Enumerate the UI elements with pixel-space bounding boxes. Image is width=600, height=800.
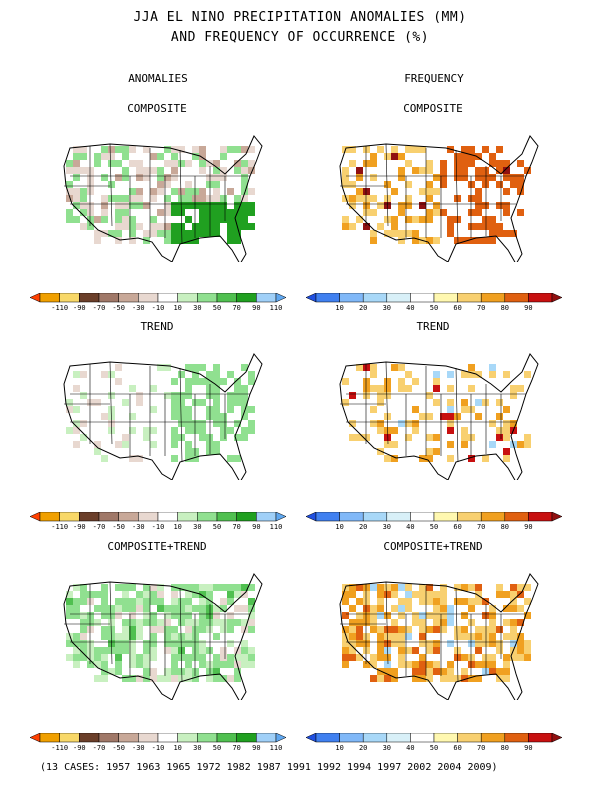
colorbar-tick-label: 90 (524, 523, 533, 531)
panel-freq-trend: TREND (318, 320, 548, 480)
colorbar-tick-label: 50 (429, 744, 439, 752)
colorbar-tick-label: -90 (73, 744, 86, 752)
colorbar-tick-label: 110 (269, 523, 283, 531)
anomaly-colorbar: -110 -90 -70 -50 -30 -10 10 30 50 70 90 110 (30, 293, 286, 317)
colorbar-tick-label: -30 (132, 523, 145, 531)
anomaly-colorbar: -110 -90 -70 -50 -30 -10 10 30 50 70 90 110 (30, 512, 286, 536)
anomaly-colorbar: -110 -90 -70 -50 -30 -10 10 30 50 70 90 110 (30, 733, 286, 757)
colorbar-tick-label: -50 (112, 744, 125, 752)
colorbar-tick-label: 10 (335, 523, 344, 531)
colorbar-tick-label: -30 (132, 304, 145, 312)
colorbar-tick-label: 70 (476, 744, 486, 752)
panel-anom-trend: TREND (42, 320, 272, 480)
colorbar-tick-label: 50 (429, 304, 439, 312)
colorbar-tick-label: 10 (173, 523, 182, 531)
us-map (63, 135, 263, 262)
colorbar-tick-label: 60 (453, 304, 462, 312)
colorbar-tick-label: 30 (382, 744, 392, 752)
us-map (63, 573, 263, 700)
title-line-1: JJA EL NINO PRECIPITATION ANOMALIES (MM) (133, 10, 467, 25)
colorbar-tick-label: 40 (406, 744, 415, 752)
colorbar-tick-label: 50 (212, 523, 222, 531)
colorbar-tick-label: 20 (358, 523, 368, 531)
colorbar-tick-label: 30 (193, 523, 202, 531)
panel-anom-composite-trend: COMPOSITE+TREND (42, 540, 272, 700)
panel-freq-composite: COMPOSITE (318, 102, 548, 262)
colorbar-tick-label: -90 (73, 523, 86, 531)
colorbar-tick-label: -10 (151, 744, 165, 752)
colorbar-tick-label: 50 (429, 523, 439, 531)
colorbar-tick-label: -10 (151, 304, 165, 312)
frequency-colorbar: 10 20 30 40 50 60 70 80 90 (306, 512, 562, 536)
colorbar-tick-label: 90 (252, 744, 261, 752)
colorbar-tick-label: -10 (151, 523, 165, 531)
colorbar-tick-label: -50 (112, 523, 125, 531)
panel-label: COMPOSITE+TREND (381, 540, 485, 553)
colorbar-tick-label: 50 (212, 304, 222, 312)
colorbar-tick-label: 40 (406, 304, 415, 312)
colorbar-tick-label: 80 (500, 744, 510, 752)
colorbar-tick-label: 10 (173, 304, 182, 312)
colorbar-tick-label: -50 (112, 304, 125, 312)
colorbar-tick-label: 70 (232, 523, 241, 531)
us-map (339, 135, 539, 262)
colorbar-tick-label: 70 (232, 744, 241, 752)
colorbar-tick-label: 90 (252, 523, 261, 531)
column-header-frequency: FREQUENCY (404, 72, 464, 85)
colorbar-tick-label: -110 (51, 744, 69, 752)
colorbar-tick-label: 80 (500, 523, 510, 531)
colorbar-tick-label: 70 (476, 304, 486, 312)
colorbar-tick-label: 30 (193, 304, 202, 312)
colorbar-tick-label: 10 (335, 304, 344, 312)
colorbar-tick-label: 30 (382, 523, 392, 531)
panel-anom-composite: COMPOSITE (42, 102, 272, 262)
colorbar-tick-label: 30 (193, 744, 202, 752)
colorbar-tick-label: 70 (232, 304, 241, 312)
colorbar-tick-label: 70 (476, 523, 486, 531)
colorbar-tick-label: -70 (92, 523, 106, 531)
panel-label: TREND (414, 320, 452, 333)
colorbar-tick-label: 50 (212, 744, 222, 752)
colorbar-tick-label: 40 (406, 523, 415, 531)
colorbar-tick-label: 110 (269, 744, 283, 752)
colorbar-tick-label: 90 (252, 304, 261, 312)
colorbar-tick-label: 80 (500, 304, 510, 312)
colorbar-tick-label: 60 (453, 523, 462, 531)
panel-label: COMPOSITE (401, 102, 465, 115)
colorbar-tick-label: 110 (269, 304, 283, 312)
colorbar-tick-label: -70 (92, 304, 106, 312)
colorbar-tick-label: 30 (382, 304, 392, 312)
colorbar-tick-label: 60 (453, 744, 462, 752)
frequency-colorbar: 10 20 30 40 50 60 70 80 90 (306, 733, 562, 757)
title-line-2: AND FREQUENCY OF OCCURRENCE (%) (170, 30, 430, 45)
colorbar-tick-label: -110 (51, 304, 69, 312)
colorbar-tick-label: 90 (524, 304, 533, 312)
colorbar-tick-label: 20 (358, 304, 368, 312)
colorbar-tick-label: -90 (73, 304, 86, 312)
panel-label: COMPOSITE (125, 102, 189, 115)
colorbar-tick-label: -70 (92, 744, 106, 752)
us-map (339, 573, 539, 700)
colorbar-tick-label: 10 (173, 744, 182, 752)
cases-footnote: (13 CASES: 1957 1963 1965 1972 1982 1987… (40, 762, 498, 773)
us-map (339, 353, 539, 480)
frequency-colorbar: 10 20 30 40 50 60 70 80 90 (306, 293, 562, 317)
colorbar-tick-label: -110 (51, 523, 69, 531)
colorbar-tick-label: 10 (335, 744, 344, 752)
panel-label: TREND (138, 320, 176, 333)
us-map (63, 353, 263, 480)
colorbar-tick-label: -30 (132, 744, 145, 752)
column-header-anomalies: ANOMALIES (128, 72, 188, 85)
panel-freq-composite-trend: COMPOSITE+TREND (318, 540, 548, 700)
colorbar-tick-label: 90 (524, 744, 533, 752)
panel-label: COMPOSITE+TREND (105, 540, 209, 553)
colorbar-tick-label: 20 (358, 744, 368, 752)
